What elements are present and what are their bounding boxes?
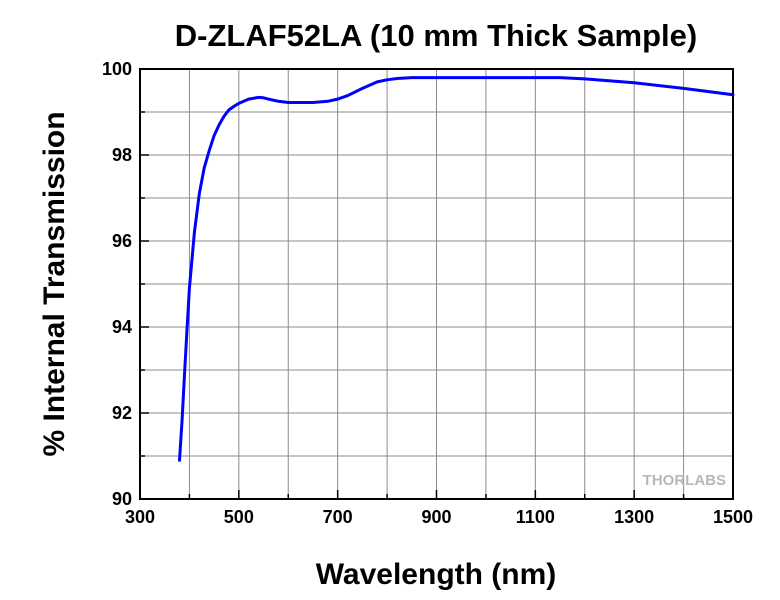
y-tick-label: 98 xyxy=(112,145,132,165)
x-tick-label: 1300 xyxy=(614,507,654,527)
y-tick-label: 100 xyxy=(102,59,132,79)
y-tick-label: 90 xyxy=(112,489,132,509)
x-tick-label: 1500 xyxy=(713,507,753,527)
series-layer xyxy=(178,76,735,462)
x-tick-label: 700 xyxy=(323,507,353,527)
thorlabs-watermark: THORLABS xyxy=(643,472,726,489)
y-tick-label: 92 xyxy=(112,403,132,423)
x-tick-label: 500 xyxy=(224,507,254,527)
gridlines xyxy=(140,69,733,499)
y-tick-label: 96 xyxy=(112,231,132,251)
y-axis-label: % Internal Transmission xyxy=(38,111,71,456)
x-tick-label: 300 xyxy=(125,507,155,527)
x-axis-label: Wavelength (nm) xyxy=(316,558,557,591)
x-tick-labels: 300 500 700 900 1100 1300 1500 xyxy=(125,507,753,527)
tick-marks xyxy=(139,68,734,500)
y-tick-labels: 90 92 94 96 98 100 xyxy=(102,59,132,509)
y-tick-label: 94 xyxy=(112,317,132,337)
series-line xyxy=(178,76,735,462)
chart-title: D-ZLAF52LA (10 mm Thick Sample) xyxy=(175,18,698,53)
x-tick-label: 1100 xyxy=(516,507,555,527)
x-tick-label: 900 xyxy=(421,507,451,527)
